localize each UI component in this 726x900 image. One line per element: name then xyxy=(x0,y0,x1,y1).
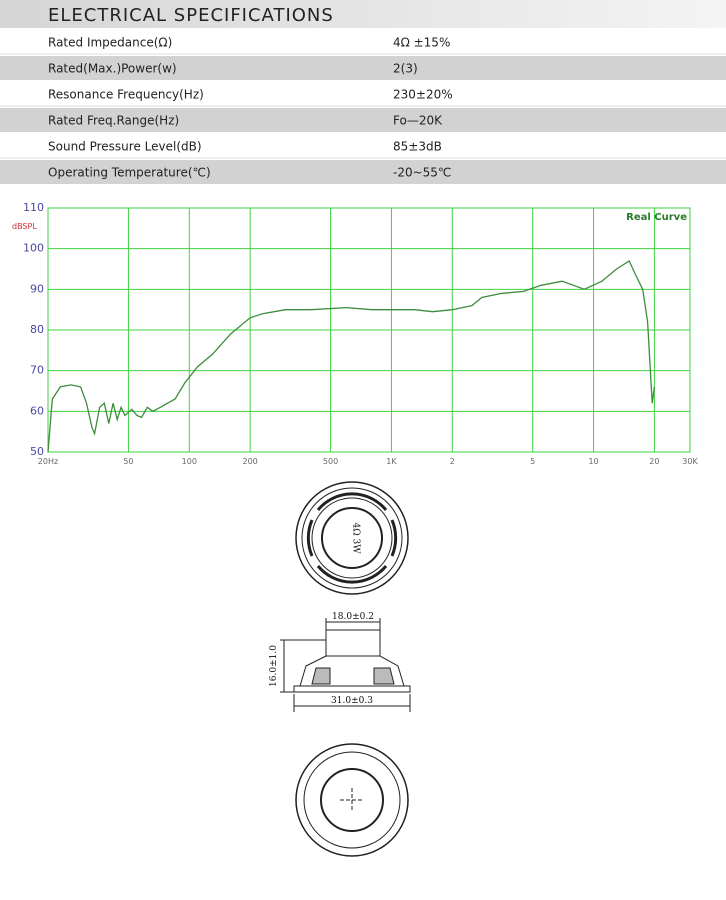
y-tick-label: 70 xyxy=(30,364,44,377)
y-tick-label: 60 xyxy=(30,404,44,417)
x-tick-label: 1K xyxy=(386,457,397,466)
spec-label: Operating Temperature(℃) xyxy=(48,166,211,180)
chart: 20Hz 50 100 200 500 1K 2 5 10 20 30K50607080901001… xyxy=(12,201,698,466)
top-view xyxy=(295,481,409,595)
height-dim: 16.0±1.0 xyxy=(269,645,279,687)
y-axis-label: dBSPL xyxy=(12,222,37,231)
row-bg xyxy=(0,108,726,132)
x-tick-label: 50 xyxy=(123,457,133,466)
spec-table: Rated Impedance(Ω) 4Ω ±15% Rated(Max.)Powe… xyxy=(0,36,726,184)
y-tick-label: 80 xyxy=(30,323,44,336)
x-tick-label: 100 xyxy=(182,457,197,466)
spec-value: 85±3dB xyxy=(393,140,442,154)
spec-label: Rated Impedance(Ω) xyxy=(48,36,172,50)
x-tick-label: 200 xyxy=(242,457,257,466)
spec-label: Rated(Max.)Power(w) xyxy=(48,62,177,76)
outer-dim: 31.0±0.3 xyxy=(331,696,373,706)
spec-value: Fo—20K xyxy=(393,114,443,128)
x-tick-label: 30K xyxy=(682,457,698,466)
marking: 4Ω 3W xyxy=(351,522,361,554)
side-view xyxy=(280,618,411,712)
x-tick-label: 5 xyxy=(530,457,535,466)
response-curve xyxy=(47,259,656,453)
spec-value: 2(3) xyxy=(393,62,418,76)
inner-dim: 18.0±0.2 xyxy=(332,612,374,622)
y-tick-label: 50 xyxy=(30,445,44,458)
x-tick-label: 2 xyxy=(450,457,455,466)
spec-label: Sound Pressure Level(dB) xyxy=(48,140,202,154)
spec-label: Resonance Frequency(Hz) xyxy=(48,88,204,102)
title: ELECTRICAL SPECIFICATIONS xyxy=(48,5,334,26)
spec-label: Rated Freq.Range(Hz) xyxy=(48,114,179,128)
spec-value: 230±20% xyxy=(393,88,453,102)
spec-value: 4Ω ±15% xyxy=(393,36,450,50)
x-tick-label: 20 xyxy=(649,457,659,466)
row-bg xyxy=(0,56,726,80)
row-bg xyxy=(0,160,726,184)
bottom-view xyxy=(295,743,409,857)
y-tick-label: 100 xyxy=(23,242,44,255)
x-tick-label: 10 xyxy=(588,457,598,466)
y-tick-label: 90 xyxy=(30,282,44,295)
y-tick-label: 110 xyxy=(23,201,44,214)
header-bar xyxy=(0,0,726,28)
curve-label: Real Curve xyxy=(626,212,687,223)
spec-value: -20~55℃ xyxy=(393,166,451,180)
x-tick-label: 500 xyxy=(323,457,338,466)
x-tick-label: 20Hz xyxy=(38,457,58,466)
